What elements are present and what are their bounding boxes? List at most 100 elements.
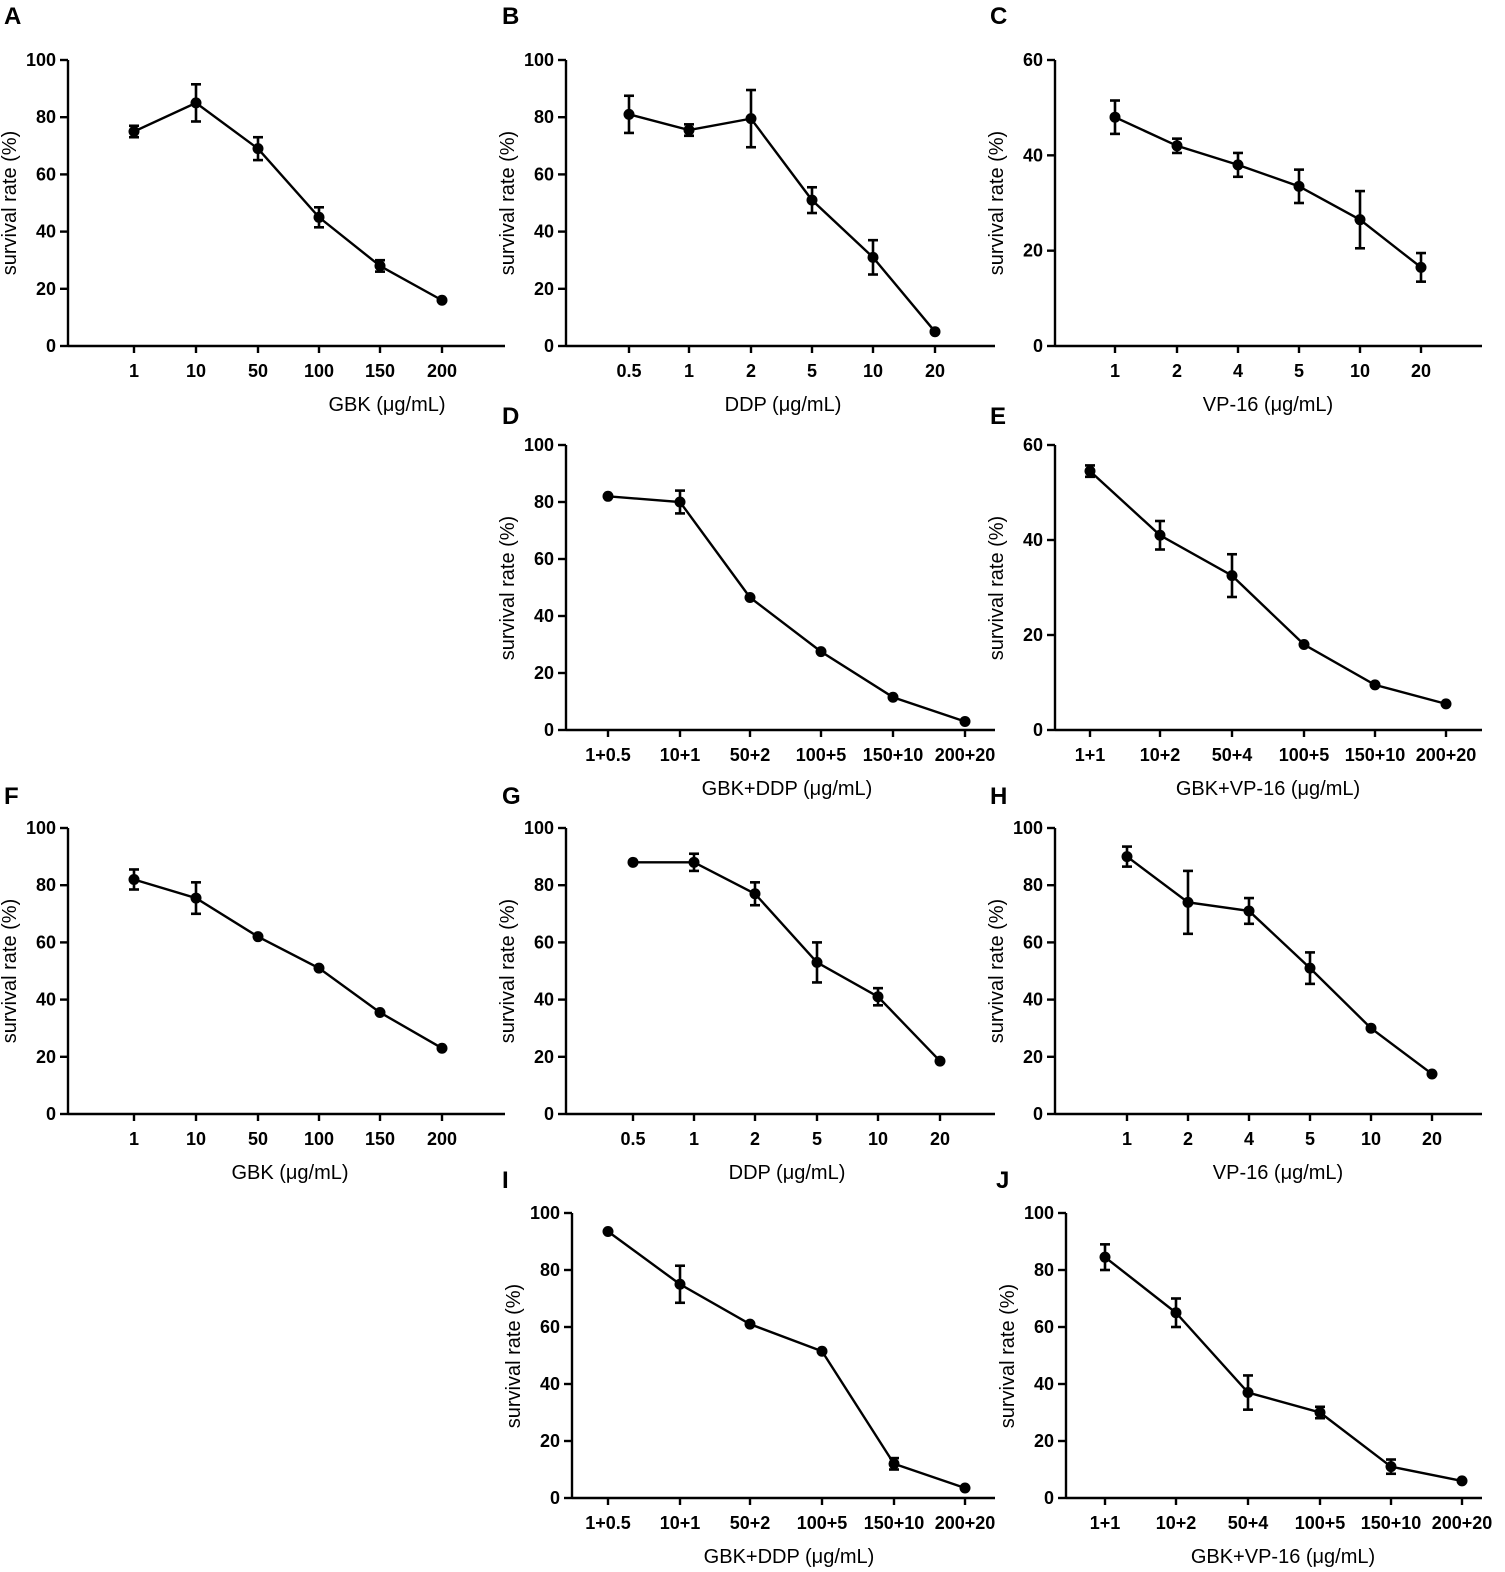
x-tick-label: 1+0.5	[585, 1513, 631, 1533]
data-point	[1385, 1461, 1397, 1473]
data-point	[374, 260, 386, 272]
y-tick-label: 40	[1023, 145, 1043, 165]
y-tick-label: 20	[36, 1047, 56, 1067]
chart-panel-i: I 0 20 40 60 80 100 1+0.5 10+1 50+2 100+5 150+10 200…	[502, 1167, 995, 1568]
panel-letter: G	[502, 783, 521, 810]
x-tick-label: 10+2	[1156, 1513, 1197, 1533]
y-tick-label: 80	[534, 107, 554, 127]
x-tick-label: 10	[186, 1129, 206, 1149]
x-tick-label: 150+10	[863, 745, 924, 765]
y-tick-label: 40	[534, 606, 554, 626]
data-point	[888, 1458, 900, 1470]
data-point	[627, 856, 639, 868]
data-point	[1243, 905, 1255, 917]
x-tick-label: 100	[304, 1129, 334, 1149]
panel-letter: F	[4, 783, 19, 810]
series-line	[607, 1230, 966, 1490]
x-tick-label: 10+1	[660, 745, 701, 765]
y-tick-label: 0	[544, 1104, 554, 1124]
y-axis-title: survival rate (%)	[0, 131, 21, 275]
series-line	[628, 113, 936, 333]
y-tick-label: 20	[1034, 1431, 1054, 1451]
x-tick-label: 1	[1110, 361, 1120, 381]
data-point	[959, 715, 971, 727]
y-tick-label: 100	[524, 818, 554, 838]
x-tick-label: 5	[1305, 1129, 1315, 1149]
data-point	[811, 956, 823, 968]
x-tick-label: 50	[248, 1129, 268, 1149]
data-point	[1314, 1407, 1326, 1418]
x-tick-label: 20	[930, 1129, 950, 1149]
x-tick-label: 50+2	[730, 745, 771, 765]
data-point	[959, 1482, 971, 1494]
chart-panel-e: E 0 20 40 60 1+1 10+2 50+4 100+5 150+10 200+20 GBK+…	[986, 403, 1482, 800]
y-axis-title: survival rate (%)	[986, 516, 1008, 660]
y-axis-title: survival rate (%)	[986, 899, 1008, 1043]
data-point	[252, 143, 264, 155]
chart-panel-a: A 0 20 40 60 80 100 1 10 50 100 150 200 GBK (μg/mL) su…	[0, 3, 505, 416]
x-tick-label: 1+0.5	[585, 745, 631, 765]
y-tick-label: 0	[1033, 336, 1043, 356]
y-tick-label: 60	[534, 164, 554, 184]
y-tick-label: 20	[540, 1431, 560, 1451]
x-tick-label: 200+20	[935, 745, 996, 765]
y-tick-label: 100	[26, 818, 56, 838]
data-point	[1365, 1022, 1377, 1034]
series-line	[1089, 470, 1447, 706]
x-tick-label: 2	[746, 361, 756, 381]
y-tick-label: 20	[534, 663, 554, 683]
y-tick-label: 40	[36, 222, 56, 242]
y-tick-label: 40	[1034, 1374, 1054, 1394]
data-point	[190, 892, 202, 904]
y-axis-title: survival rate (%)	[503, 1284, 525, 1428]
y-tick-label: 20	[1023, 241, 1043, 261]
chart-panel-b: B 0 20 40 60 80 100 0.5 1 2 5 10 20 DDP (μg/mL) surviv…	[497, 3, 995, 416]
x-axis-title: VP-16 (μg/mL)	[1203, 394, 1333, 416]
data-point	[1304, 962, 1316, 974]
chart-panel-j: J 0 20 40 60 80 100 1+1 10+2 50+4 100+5 150+10 200+2…	[996, 1167, 1492, 1568]
data-point	[806, 194, 818, 206]
data-point	[1298, 639, 1310, 650]
y-axis-title: survival rate (%)	[986, 131, 1008, 275]
x-tick-label: 10+2	[1140, 745, 1181, 765]
x-tick-label: 20	[1411, 361, 1431, 381]
series-line	[133, 101, 443, 302]
y-tick-label: 80	[534, 492, 554, 512]
x-tick-label: 10	[868, 1129, 888, 1149]
data-point	[623, 108, 635, 120]
data-point	[1440, 698, 1452, 710]
data-point	[602, 490, 614, 502]
x-axis-title: GBK+DDP (μg/mL)	[704, 1546, 875, 1568]
y-tick-label: 0	[46, 1104, 56, 1124]
data-point	[1084, 465, 1096, 477]
data-point	[887, 691, 899, 703]
data-point	[745, 113, 757, 125]
y-tick-label: 60	[1023, 932, 1043, 952]
x-tick-label: 10	[186, 361, 206, 381]
y-tick-label: 0	[550, 1488, 560, 1508]
data-point	[313, 211, 325, 223]
x-tick-label: 200+20	[1432, 1513, 1493, 1533]
data-point	[674, 496, 686, 508]
x-tick-label: 4	[1244, 1129, 1254, 1149]
x-tick-label: 200	[427, 361, 457, 381]
y-tick-label: 0	[544, 336, 554, 356]
data-point	[872, 991, 884, 1003]
data-point	[1293, 180, 1305, 192]
x-axis-title: GBK (μg/mL)	[328, 394, 445, 416]
y-tick-label: 60	[1023, 50, 1043, 70]
x-tick-label: 5	[812, 1129, 822, 1149]
y-tick-label: 20	[36, 279, 56, 299]
y-tick-label: 100	[1013, 818, 1043, 838]
data-point	[313, 962, 325, 974]
x-tick-label: 2	[1172, 361, 1182, 381]
data-point	[436, 294, 448, 306]
series-line	[1126, 855, 1433, 1075]
y-tick-label: 0	[46, 336, 56, 356]
x-axis-title: VP-16 (μg/mL)	[1213, 1162, 1343, 1184]
data-point	[688, 856, 700, 868]
x-tick-label: 200+20	[1416, 745, 1477, 765]
y-tick-label: 0	[1044, 1488, 1054, 1508]
x-tick-label: 150+10	[864, 1513, 925, 1533]
